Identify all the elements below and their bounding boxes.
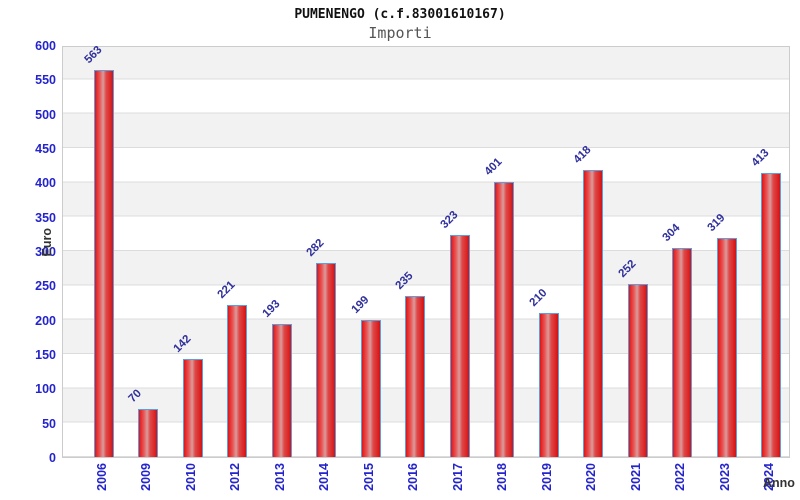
x-tick-label: 2009: [139, 463, 153, 491]
bar-value-label: 304: [660, 221, 683, 244]
x-axis-title: Anno: [763, 476, 795, 490]
bar-value-label: 418: [571, 143, 594, 166]
chart-title: PUMENENGO (c.f.83001610167): [294, 7, 506, 22]
bar: [761, 173, 781, 457]
x-tick-label: 2013: [273, 463, 287, 491]
x-tick-label: 2015: [362, 463, 376, 491]
chart-subtitle: Importi: [368, 24, 432, 42]
bar-value-label: 235: [393, 269, 416, 292]
x-tick-label: 2020: [584, 463, 598, 491]
x-tick-label: 2010: [184, 463, 198, 491]
y-tick-label: 200: [35, 314, 56, 328]
bar: [272, 324, 292, 457]
x-tick-label: 2022: [673, 463, 687, 491]
bar: [583, 170, 603, 457]
y-tick-label: 450: [35, 142, 56, 156]
bar-value-label: 563: [82, 43, 105, 66]
bar: [138, 409, 158, 457]
x-tick-label: 2023: [718, 463, 732, 491]
x-tick-label: 2018: [495, 463, 509, 491]
x-tick-label: 2019: [540, 463, 554, 491]
bar: [227, 305, 247, 457]
y-tick-label: 150: [35, 348, 56, 362]
y-tick-label: 500: [35, 108, 56, 122]
bar-value-label: 252: [616, 257, 639, 280]
x-tick-label: 2014: [317, 463, 331, 491]
bar: [405, 296, 425, 457]
y-tick-label: 250: [35, 279, 56, 293]
y-tick-label: 550: [35, 73, 56, 87]
bar-value-label: 70: [126, 387, 145, 405]
bar-value-label: 401: [482, 155, 505, 178]
bar: [450, 235, 470, 457]
y-tick-label: 100: [35, 382, 56, 396]
y-tick-label: 400: [35, 176, 56, 190]
bar-value-label: 282: [304, 236, 327, 259]
bar: [183, 359, 203, 457]
x-tick-label: 2021: [629, 463, 643, 491]
x-tick-label: 2006: [95, 463, 109, 491]
y-tick-label: 600: [35, 39, 56, 53]
plot-area: 563 70 142 221 193 282 199 235 323 401 210 418 252 30…: [62, 43, 790, 458]
bar: [94, 70, 114, 457]
bar: [628, 284, 648, 457]
x-tick-label: 2017: [451, 463, 465, 491]
bar-value-label: 193: [260, 297, 283, 320]
y-axis-title: Euro: [40, 228, 54, 257]
bar: [494, 182, 514, 457]
bar: [717, 238, 737, 457]
bar: [361, 320, 381, 457]
bar: [539, 313, 559, 457]
bar-value-label: 221: [215, 278, 238, 301]
bar-value-label: 323: [438, 208, 461, 231]
bar-value-label: 199: [349, 293, 372, 316]
bar-value-label: 413: [749, 146, 772, 169]
x-tick-label: 2012: [228, 463, 242, 491]
y-tick-label: 300: [35, 245, 56, 259]
bar-value-label: 319: [705, 211, 728, 234]
y-tick-label: 50: [42, 417, 56, 431]
y-tick-label: 0: [49, 451, 56, 465]
bar-value-label: 210: [527, 286, 550, 309]
bar-value-label: 142: [171, 332, 194, 355]
bar: [672, 248, 692, 457]
bar: [316, 263, 336, 457]
y-tick-label: 350: [35, 211, 56, 225]
x-tick-label: 2016: [406, 463, 420, 491]
